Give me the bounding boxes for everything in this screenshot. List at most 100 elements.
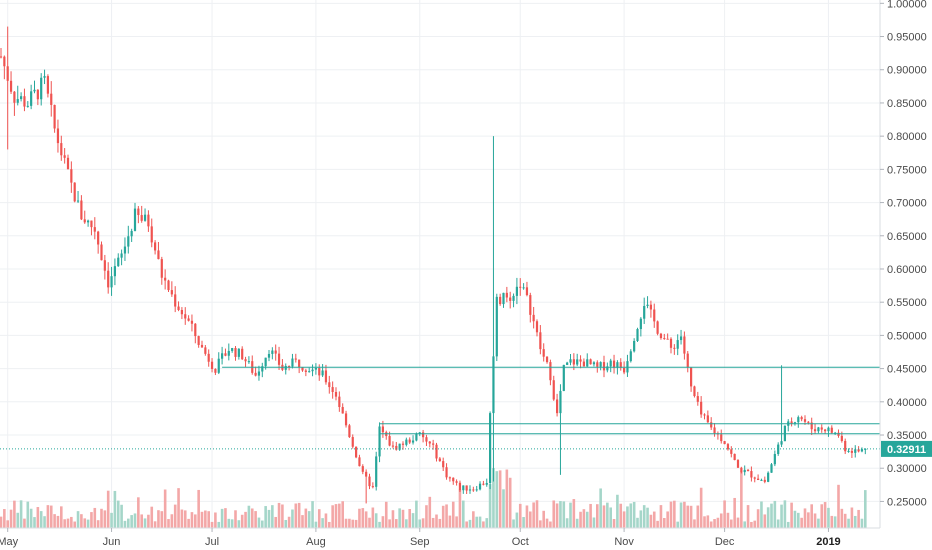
volume-bar <box>807 512 810 528</box>
candle-body <box>358 457 361 467</box>
volume-bar <box>66 518 70 528</box>
volume-bar <box>240 514 244 528</box>
volume-bar <box>49 505 53 528</box>
candle-body <box>277 353 281 365</box>
candle-body <box>780 441 783 445</box>
last-price-label: 0.32911 <box>887 444 926 456</box>
candle-body <box>247 361 250 363</box>
volume-bar <box>160 511 164 528</box>
volume-bar <box>157 510 160 528</box>
y-tick-label: 0.65000 <box>887 231 927 243</box>
volume-bar <box>328 521 331 528</box>
volume-bar <box>478 516 482 528</box>
volume-bar <box>190 512 194 528</box>
candle-body <box>432 443 435 445</box>
candle-body <box>110 276 113 288</box>
y-tick-label: 0.75000 <box>887 164 927 176</box>
candle-body <box>425 437 428 442</box>
volume-bar <box>187 518 190 528</box>
candle-body <box>458 482 462 491</box>
volume-bar <box>730 519 733 528</box>
candle-body <box>710 422 713 428</box>
candle-body <box>36 89 39 100</box>
volume-bar <box>542 510 545 528</box>
volume-bar <box>217 521 221 528</box>
volume-bar <box>177 488 180 528</box>
volume-bar <box>599 488 602 528</box>
candle-body <box>800 417 803 420</box>
horizontal-lines[interactable] <box>222 366 880 435</box>
candle-body <box>582 361 585 367</box>
y-tick-label: 0.95000 <box>887 32 927 44</box>
candle-body <box>221 353 224 359</box>
y-tick-label: 0.50000 <box>887 330 927 342</box>
volume-bar <box>753 520 757 528</box>
volume-bar <box>636 517 639 528</box>
volume-bar <box>13 500 16 528</box>
volume-bar <box>857 509 860 528</box>
candle-body <box>455 481 458 483</box>
candle-body <box>160 259 163 278</box>
volume-bar <box>395 519 398 528</box>
volume-bar <box>244 511 247 528</box>
volume-bar <box>763 514 767 528</box>
candle-body <box>23 96 26 107</box>
volume-bar <box>512 519 515 528</box>
candle-body <box>509 297 512 301</box>
time-axis[interactable]: May Jun Jul Aug Sep Oct Nov Dec 2019 <box>0 528 841 548</box>
x-tick-label: May <box>0 536 19 548</box>
candle-body <box>140 215 143 221</box>
candle-body <box>351 437 354 447</box>
volume-bar <box>465 521 468 528</box>
volume-bar <box>435 514 438 528</box>
volume-bar <box>827 507 830 528</box>
volume-bar <box>676 521 679 528</box>
candle-body <box>338 396 341 408</box>
volume-bar <box>194 514 197 528</box>
volume-bar <box>130 515 133 528</box>
volume-bar <box>207 511 210 528</box>
x-tick-label: Nov <box>614 536 634 548</box>
volume-bar <box>60 506 63 528</box>
volume-bar <box>652 511 656 528</box>
candle-body <box>552 380 555 400</box>
candle-body <box>214 368 217 373</box>
volume-bar <box>76 511 80 528</box>
price-axis[interactable]: 1.00000 0.95000 0.90000 0.85000 0.80000 0.750… <box>880 0 927 508</box>
candle-body <box>854 449 857 453</box>
volume-bar <box>348 518 351 528</box>
candle-body <box>224 353 227 356</box>
volume-bar <box>515 512 519 528</box>
candle-body <box>659 333 663 339</box>
candle-body <box>321 370 324 376</box>
volume-bar <box>833 516 837 528</box>
volume-bar <box>354 519 358 528</box>
candle-body <box>164 277 167 281</box>
candle-body <box>485 482 488 485</box>
candle-body <box>244 359 247 362</box>
candle-body <box>589 359 592 365</box>
volume-bar <box>837 484 840 528</box>
volume-bar <box>525 505 529 528</box>
volume-bar <box>686 505 690 528</box>
volume-bar <box>485 518 489 528</box>
volume-bar <box>23 518 26 528</box>
volume-bar <box>137 497 140 528</box>
volume-bar <box>726 512 730 528</box>
candle-body <box>314 367 317 370</box>
volume-bar <box>96 520 100 528</box>
volume-bar <box>388 519 391 528</box>
candle-body <box>291 358 294 367</box>
volume-bar <box>418 519 422 528</box>
volume-bar <box>703 516 706 528</box>
volume-bar <box>716 517 720 528</box>
candle-body <box>656 321 659 334</box>
volume-bar <box>200 511 204 528</box>
candle-body <box>579 359 582 362</box>
candle-body <box>200 344 204 348</box>
candle-body <box>529 295 532 315</box>
candle-body <box>127 236 130 247</box>
candle-body <box>194 323 197 337</box>
candle-body <box>70 169 73 183</box>
